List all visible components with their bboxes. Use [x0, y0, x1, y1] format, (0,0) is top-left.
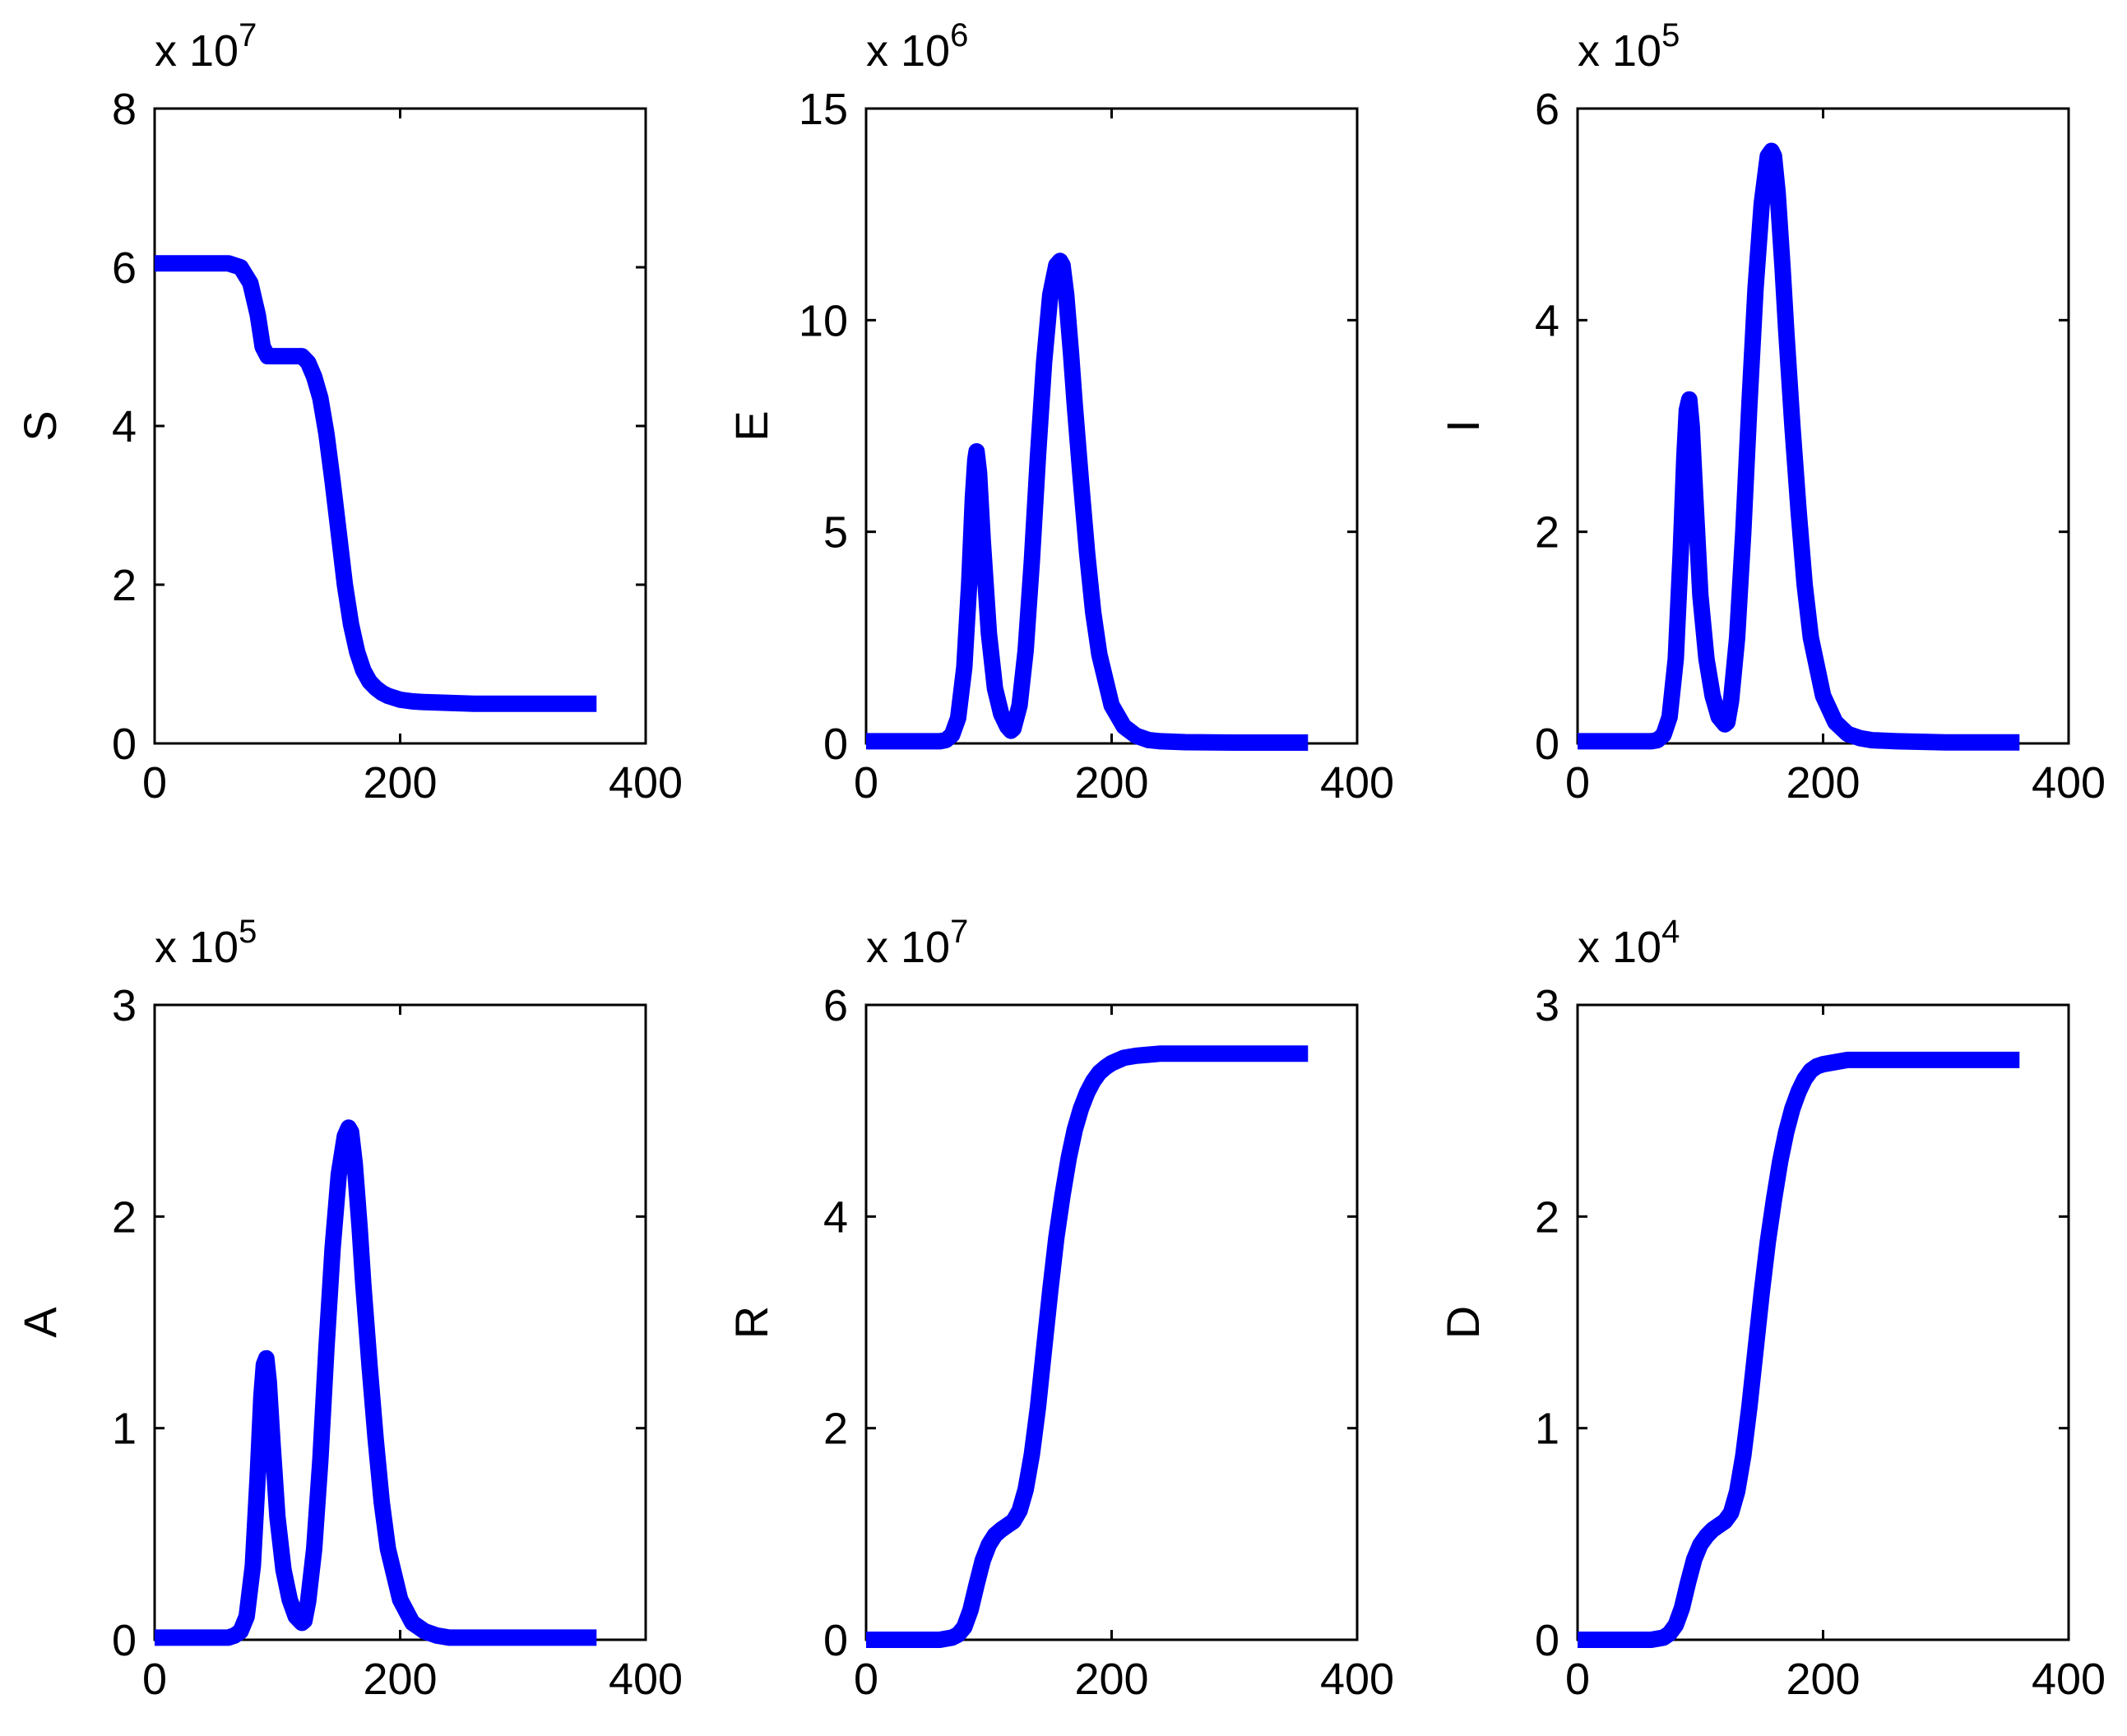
series-line-r	[866, 1045, 1309, 1648]
x-tick-label-s-2: 400	[609, 758, 683, 808]
subplot-r: 0 200 400 0 2 4 6 x 107 R	[725, 914, 1394, 1704]
exponent-base-s: x 10	[155, 26, 239, 76]
exponent-power-s: 7	[239, 17, 257, 53]
x-tick-label-a-1: 200	[363, 1655, 437, 1704]
axes-frame-s	[153, 107, 647, 745]
y-axis-label-e: E	[725, 410, 777, 441]
subplot-d: 0 200 400 0 1 2 3 x 104 D	[1437, 914, 2106, 1704]
y-tick-label-e-0: 0	[823, 720, 848, 769]
exponent-base-d: x 10	[1578, 923, 1661, 972]
y-tick-label-a-1: 1	[112, 1405, 137, 1454]
exponent-base-i: x 10	[1578, 26, 1661, 76]
y-axis-label-d: D	[1437, 1306, 1489, 1339]
y-tick-label-s-3: 6	[112, 243, 137, 293]
y-tick-label-d-1: 1	[1535, 1405, 1559, 1454]
x-tick-label-a-2: 400	[609, 1655, 683, 1704]
x-tick-label-r-1: 200	[1074, 1655, 1148, 1704]
exponent-label-s: x 107	[155, 17, 257, 76]
y-tick-label-a-2: 2	[112, 1192, 137, 1242]
exponent-power-a: 5	[239, 914, 257, 950]
x-tick-label-e-0: 0	[854, 758, 878, 808]
series-line-i	[1578, 142, 2020, 751]
axes-frame-r	[864, 1003, 1359, 1641]
y-tick-label-r-3: 6	[823, 981, 848, 1030]
axes-frame-i	[1576, 107, 2070, 745]
x-tick-label-i-0: 0	[1565, 758, 1590, 808]
exponent-base-e: x 10	[866, 26, 950, 76]
x-tick-label-e-2: 400	[1320, 758, 1394, 808]
x-tick-label-i-1: 200	[1786, 758, 1860, 808]
exponent-label-d: x 104	[1578, 914, 1680, 972]
axes-frame-d	[1576, 1003, 2070, 1641]
exponent-power-i: 5	[1661, 17, 1680, 53]
exponent-base-r: x 10	[866, 923, 950, 972]
x-tick-label-d-0: 0	[1565, 1655, 1590, 1704]
y-tick-label-a-0: 0	[112, 1616, 137, 1665]
y-tick-label-e-1: 5	[823, 508, 848, 558]
subplot-s: 0 200 400 0 2 4 6 8 x 107 S	[14, 17, 683, 808]
x-tick-label-s-0: 0	[142, 758, 167, 808]
x-tick-label-e-1: 200	[1074, 758, 1148, 808]
series-line-a	[155, 1119, 597, 1646]
axes-frame-a	[153, 1003, 647, 1641]
y-tick-label-r-2: 4	[823, 1192, 848, 1242]
x-tick-label-s-1: 200	[363, 758, 437, 808]
y-tick-label-r-0: 0	[823, 1616, 848, 1665]
y-tick-label-s-2: 4	[112, 402, 137, 451]
y-tick-label-s-0: 0	[112, 720, 137, 769]
axes-frame-e	[864, 107, 1359, 745]
y-axis-label-r: R	[725, 1306, 777, 1339]
subplot-e: 0 200 400 0 5 10 15 x 106 E	[725, 17, 1394, 808]
series-line-s	[155, 255, 597, 712]
series-line-e	[866, 252, 1309, 751]
y-tick-label-i-3: 6	[1535, 85, 1559, 134]
exponent-base-a: x 10	[155, 923, 239, 972]
exponent-label-e: x 106	[866, 17, 968, 76]
y-tick-label-i-2: 4	[1535, 296, 1559, 345]
exponent-label-r: x 107	[866, 914, 968, 972]
y-tick-label-i-0: 0	[1535, 720, 1559, 769]
y-tick-label-r-1: 2	[823, 1405, 848, 1454]
exponent-power-d: 4	[1661, 914, 1680, 950]
y-tick-label-d-0: 0	[1535, 1616, 1559, 1665]
exponent-label-a: x 105	[155, 914, 257, 972]
y-tick-label-s-1: 2	[112, 561, 137, 610]
x-tick-label-a-0: 0	[142, 1655, 167, 1704]
x-tick-label-r-0: 0	[854, 1655, 878, 1704]
y-tick-label-i-1: 2	[1535, 508, 1559, 558]
y-tick-label-e-3: 15	[799, 85, 848, 134]
subplot-a: 0 200 400 0 1 2 3 x 105 A	[14, 914, 683, 1704]
x-tick-label-r-2: 400	[1320, 1655, 1394, 1704]
exponent-power-e: 6	[950, 17, 968, 53]
x-tick-label-d-1: 200	[1786, 1655, 1860, 1704]
y-tick-label-e-2: 10	[799, 296, 848, 345]
y-tick-label-d-2: 2	[1535, 1192, 1559, 1242]
y-tick-label-a-3: 3	[112, 981, 137, 1030]
subplot-i: 0 200 400 0 2 4 6 x 105 I	[1437, 17, 2106, 808]
exponent-power-r: 7	[950, 914, 968, 950]
x-tick-label-d-2: 400	[2032, 1655, 2106, 1704]
series-line-d	[1578, 1051, 2020, 1648]
y-tick-label-s-4: 8	[112, 85, 137, 134]
y-tick-label-d-3: 3	[1535, 981, 1559, 1030]
x-tick-label-i-2: 400	[2032, 758, 2106, 808]
y-axis-label-a: A	[14, 1307, 66, 1338]
exponent-label-i: x 105	[1578, 17, 1680, 76]
y-axis-label-s: S	[14, 410, 66, 441]
y-axis-label-i: I	[1437, 419, 1489, 433]
